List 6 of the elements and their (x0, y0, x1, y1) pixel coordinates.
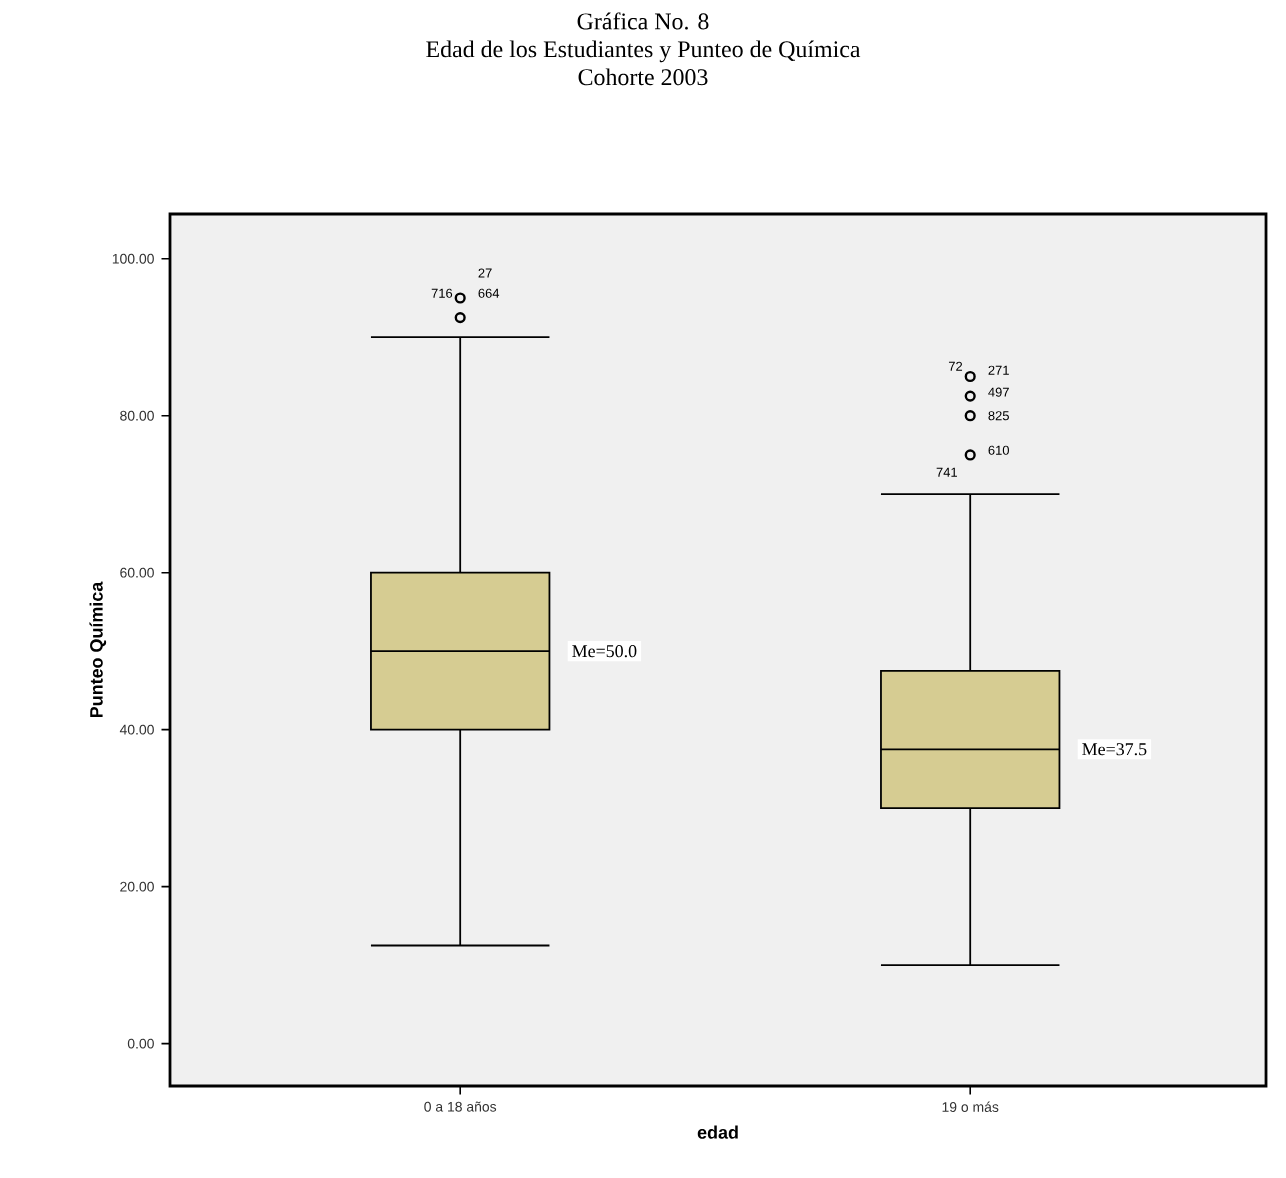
y-axis-title: Punteo Química (89, 581, 107, 718)
x-axis-title: edad (697, 1125, 738, 1139)
chart-subtitle: Edad de los Estudiantes y Punteo de Química Cohorte 2003 (426, 40, 861, 86)
annotation: Me=50.0 (572, 645, 637, 658)
chart-title: Gráfica No. 8 (577, 12, 709, 30)
annotation: Me=37.5 (1082, 743, 1147, 756)
